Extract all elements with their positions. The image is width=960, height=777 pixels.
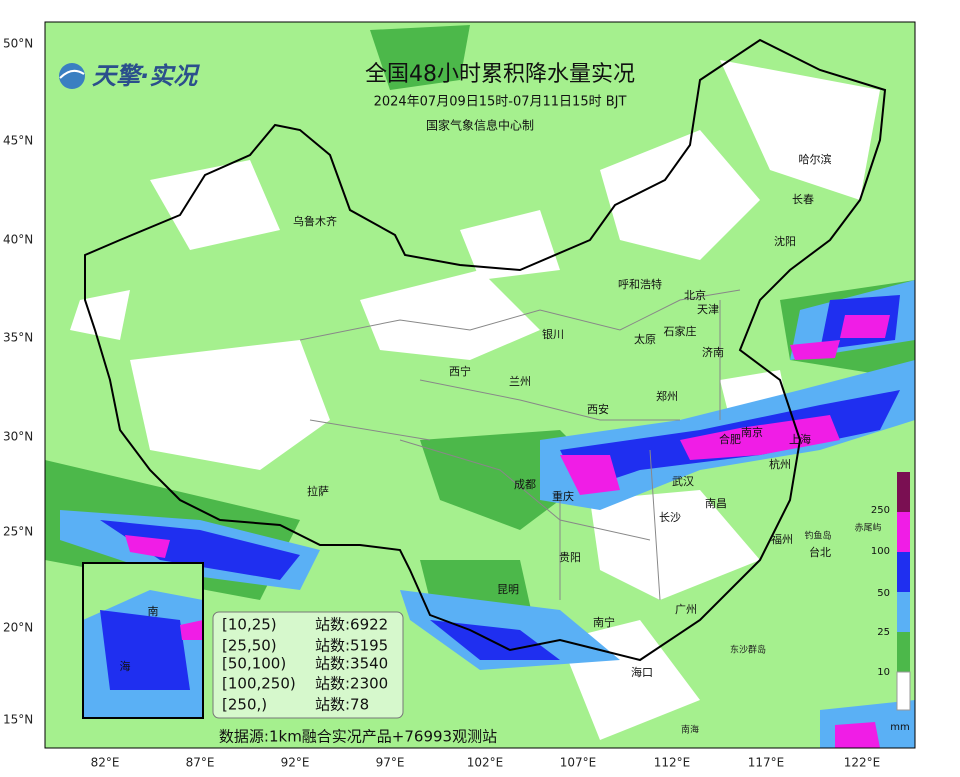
legend-stations: 站数:6922 (315, 616, 388, 634)
city-label: 石家庄 (664, 324, 697, 338)
lon-label: 87°E (186, 756, 215, 770)
city-label: 天津 (697, 303, 719, 316)
source: 数据源:1km融合实况产品+76993观测站 (219, 728, 497, 746)
legend-stations: 站数:5195 (315, 637, 388, 655)
city-label: 西宁 (449, 364, 471, 378)
legend-range: [10,25) (222, 616, 277, 634)
logo (59, 63, 85, 89)
city-label: 济南 (702, 345, 724, 359)
place-label: 南海 (681, 724, 699, 736)
city-label: 台北 (809, 545, 831, 559)
title: 全国48小时累积降水量实况 (365, 62, 635, 87)
subtitle: 2024年07月09日15时-07月11日15时 BJT (374, 95, 627, 110)
city-label: 南宁 (593, 615, 615, 629)
lon-label: 112°E (654, 756, 691, 770)
city-label: 贵阳 (559, 551, 581, 564)
city-label: 合肥 (719, 432, 741, 446)
lat-label: 35°N (3, 331, 33, 345)
colorbar-label: 100 (871, 546, 890, 557)
city-label: 郑州 (656, 389, 678, 403)
city-label: 福州 (771, 532, 793, 546)
city-label: 南京 (741, 425, 763, 439)
lat-label: 50°N (3, 37, 33, 51)
inset-map (82, 562, 204, 719)
city-label: 兰州 (509, 375, 531, 388)
city-label: 昆明 (497, 583, 519, 596)
city-label: 呼和浩特 (618, 277, 662, 291)
legend-range: [25,50) (222, 637, 277, 655)
city-label: 南昌 (705, 497, 727, 510)
agency: 国家气象信息中心制 (426, 118, 534, 133)
lat-label: 30°N (3, 430, 33, 444)
lat-label: 45°N (3, 134, 33, 148)
place-label: 东沙群岛 (730, 644, 766, 656)
city-label: 上海 (789, 432, 811, 446)
lon-label: 102°E (467, 756, 504, 770)
map-frame (44, 21, 916, 749)
place-label: 钓鱼岛 (804, 530, 831, 542)
logo-text: 天擎·实况 (92, 62, 200, 90)
lon-label: 92°E (281, 756, 310, 770)
legend-stations: 站数:3540 (315, 655, 388, 673)
city-label: 拉萨 (307, 484, 329, 498)
city-label: 长春 (792, 193, 814, 206)
legend-stations: 站数:2300 (315, 675, 388, 693)
colorbar (896, 472, 911, 711)
city-label: 重庆 (552, 489, 574, 503)
city-label: 长沙 (659, 511, 681, 524)
lat-label: 40°N (3, 233, 33, 247)
place-label: 赤尾屿 (854, 523, 881, 534)
legend-range: [50,100) (222, 655, 286, 673)
city-label: 北京 (684, 288, 706, 302)
city-label: 哈尔滨 (799, 152, 832, 166)
lat-label: 15°N (3, 713, 33, 727)
lon-label: 97°E (376, 756, 405, 770)
city-label: 西安 (587, 402, 609, 416)
colorbar-label: 25 (877, 627, 890, 638)
colorbar-label: 10 (877, 667, 890, 678)
city-label: 银川 (542, 327, 564, 341)
legend-range: [100,250) (222, 675, 296, 693)
city-label: 乌鲁木齐 (293, 214, 337, 228)
legend-range: [250,) (222, 696, 267, 714)
legend-box (212, 611, 404, 719)
unit: mm (890, 722, 909, 733)
lon-label: 122°E (844, 756, 881, 770)
city-label: 沈阳 (774, 234, 796, 248)
lon-label: 117°E (748, 756, 785, 770)
inset-label: 南 (148, 605, 159, 618)
colorbar-label: 50 (877, 588, 890, 599)
city-label: 成都 (514, 478, 536, 491)
lon-label: 107°E (560, 756, 597, 770)
city-label: 海口 (631, 665, 653, 679)
legend-stations: 站数:78 (315, 696, 369, 714)
lat-label: 20°N (3, 621, 33, 635)
lon-label: 82°E (91, 756, 120, 770)
city-label: 太原 (634, 333, 656, 346)
inset-label: 海 (120, 659, 131, 673)
city-label: 广州 (675, 603, 697, 616)
colorbar-label: 250 (871, 505, 890, 516)
city-label: 杭州 (769, 457, 791, 471)
city-label: 武汉 (672, 475, 694, 488)
lat-label: 25°N (3, 525, 33, 539)
